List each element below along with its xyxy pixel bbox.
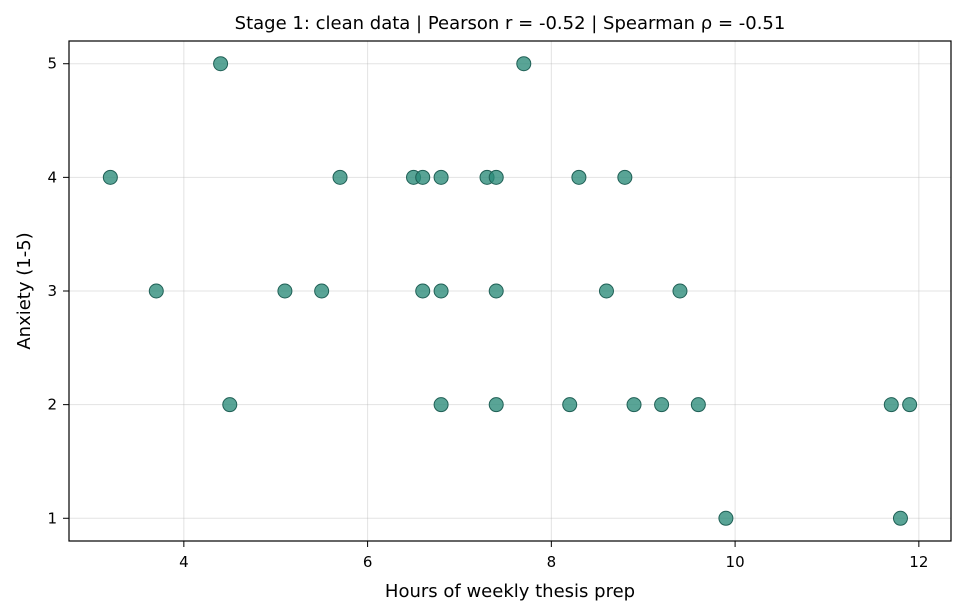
y-tick-label: 3 xyxy=(47,282,57,300)
y-tick-label: 1 xyxy=(47,509,57,527)
x-tick-label: 12 xyxy=(909,553,928,571)
data-point xyxy=(277,283,293,299)
data-point xyxy=(626,397,642,413)
data-point xyxy=(102,169,118,185)
data-point xyxy=(654,397,670,413)
x-tick-label: 8 xyxy=(547,553,557,571)
gridlines xyxy=(69,41,951,541)
data-point xyxy=(415,169,431,185)
data-point xyxy=(690,397,706,413)
data-point xyxy=(892,510,908,526)
data-point xyxy=(883,397,899,413)
data-point xyxy=(488,169,504,185)
data-point xyxy=(672,283,688,299)
y-tick-label: 2 xyxy=(47,396,57,414)
data-point xyxy=(902,397,918,413)
data-point xyxy=(516,56,532,72)
y-axis-label: Anxiety (1-5) xyxy=(14,232,35,349)
data-point xyxy=(332,169,348,185)
y-axis-ticks: 1 2 3 4 5 xyxy=(47,55,69,527)
data-point xyxy=(718,510,734,526)
data-point xyxy=(222,397,238,413)
x-tick-label: 6 xyxy=(363,553,373,571)
data-point xyxy=(562,397,578,413)
data-point xyxy=(213,56,229,72)
chart-title: Stage 1: clean data | Pearson r = -0.52 … xyxy=(235,13,786,34)
data-points xyxy=(102,56,918,526)
data-point xyxy=(148,283,164,299)
data-point xyxy=(488,283,504,299)
data-point xyxy=(598,283,614,299)
x-tick-label: 4 xyxy=(179,553,189,571)
data-point xyxy=(415,283,431,299)
data-point xyxy=(433,283,449,299)
y-tick-label: 5 xyxy=(47,55,57,73)
data-point xyxy=(314,283,330,299)
data-point xyxy=(433,397,449,413)
data-point xyxy=(571,169,587,185)
data-point xyxy=(617,169,633,185)
x-tick-label: 10 xyxy=(726,553,745,571)
y-tick-label: 4 xyxy=(47,168,57,186)
x-axis-ticks: 4 6 8 10 12 xyxy=(179,541,928,571)
data-point xyxy=(433,169,449,185)
x-axis-label: Hours of weekly thesis prep xyxy=(385,581,635,602)
data-point xyxy=(488,397,504,413)
